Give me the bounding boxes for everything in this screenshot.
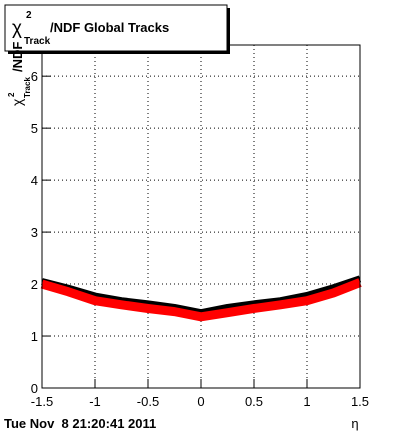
- x-axis-label: η: [351, 416, 358, 431]
- x-tick-label: 0: [197, 394, 204, 409]
- title-sub: Track: [24, 36, 51, 47]
- y-label-text: χ2 Track/NDF: [7, 42, 32, 106]
- title-sup: 2: [26, 10, 32, 21]
- x-tick-label: 1.5: [351, 394, 369, 409]
- y-tick-label: 4: [31, 173, 38, 188]
- x-tick-label: 0.5: [245, 394, 263, 409]
- title-box: [4, 4, 228, 52]
- title-symbol: χ: [12, 18, 22, 39]
- y-label-sub: Track: [23, 77, 32, 98]
- y-label-symbol: χ: [9, 98, 25, 106]
- frame-bg: [42, 45, 360, 388]
- y-tick-label: 5: [31, 121, 38, 136]
- y-tick-label: 6: [31, 69, 38, 84]
- y-label-sup: 2: [7, 92, 16, 97]
- x-tick-label: 1: [303, 394, 310, 409]
- x-tick-label: -0.5: [137, 394, 159, 409]
- y-tick-label: 3: [31, 225, 38, 240]
- y-tick-label: 0: [31, 381, 38, 396]
- plot-area: 0 1 2 3 4 5 6 -1.5 -1 -0.5 0 0.5 1 1.5: [31, 44, 369, 409]
- chart-title: χ2 Track/NDF Global Tracks: [12, 10, 169, 47]
- timestamp: Tue Nov 8 21:20:41 2011: [4, 416, 156, 431]
- title-rest: /NDF Global Tracks: [50, 20, 169, 35]
- x-tick-label: -1.5: [31, 394, 53, 409]
- x-tick-label: -1: [89, 394, 101, 409]
- y-tick-label: 1: [31, 329, 38, 344]
- y-label-rest: /NDF: [10, 42, 25, 72]
- y-axis-label: χ2 Track/NDF: [7, 42, 32, 106]
- y-tick-label: 2: [31, 277, 38, 292]
- series-line: [40, 278, 362, 322]
